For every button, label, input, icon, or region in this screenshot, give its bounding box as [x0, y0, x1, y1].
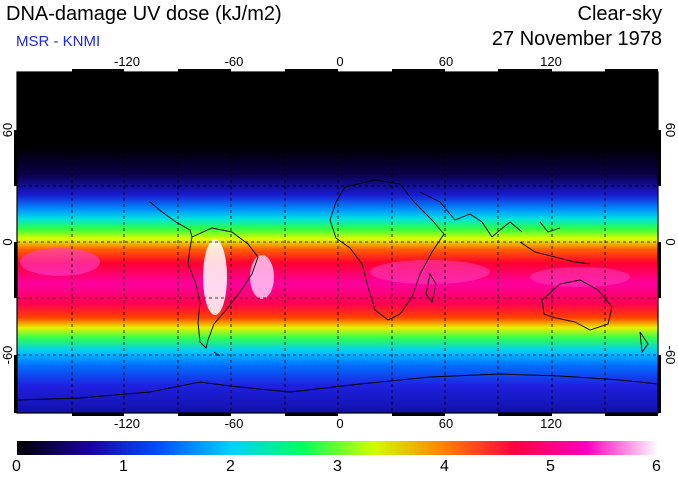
lon-labels-top: -120 -60 0 60 120 [114, 54, 562, 69]
colorbar-label: 3 [333, 458, 342, 475]
uv-dose-map: -120 -60 0 60 120 -120 -60 0 60 120 60 0… [0, 54, 678, 431]
lat-labels-left: 60 0 -60 [0, 123, 15, 365]
coast-new-zealand [639, 331, 649, 354]
lon-label: 120 [540, 54, 562, 69]
coast-south-america [187, 227, 259, 349]
graticule [17, 72, 658, 413]
lat-label: 0 [663, 238, 678, 245]
colorbar-label: 5 [546, 458, 555, 475]
colorbar-label: 2 [226, 458, 235, 475]
coast-africa [329, 179, 445, 321]
date-label: 27 November 1978 [491, 28, 662, 50]
coast-antarctica [16, 373, 659, 401]
coastlines [16, 179, 659, 401]
lon-label: -120 [114, 416, 140, 431]
colorbar-label: 1 [119, 458, 128, 475]
sky-condition-label: Clear-sky [577, 3, 662, 25]
colorbar-label: 6 [652, 458, 661, 475]
lon-label: 60 [439, 416, 453, 431]
lon-label: -60 [225, 54, 244, 69]
lon-labels-bottom: -120 -60 0 60 120 [114, 416, 562, 431]
lon-label: 0 [336, 54, 343, 69]
coast-central-america [149, 201, 193, 238]
lat-label: -60 [0, 346, 15, 365]
lat-label: 0 [0, 238, 15, 245]
colorbar [17, 441, 658, 455]
coast-southeast-asia [519, 221, 591, 265]
uv-field [17, 72, 658, 413]
lat-label: -60 [663, 346, 678, 365]
lat-label: 60 [0, 123, 15, 137]
frame-ticks [14, 69, 661, 416]
map-title: DNA-damage UV dose (kJ/m2) [6, 3, 282, 25]
lon-label: 60 [439, 54, 453, 69]
source-label: MSR - KNMI [16, 33, 101, 50]
lat-labels-right: 60 0 -60 [663, 123, 678, 365]
coast-australia [541, 279, 613, 331]
coast-madagascar [425, 272, 437, 304]
lat-label: 60 [663, 123, 678, 137]
lon-label: -120 [114, 54, 140, 69]
coast-falklands [213, 351, 221, 357]
lon-label: 120 [540, 416, 562, 431]
colorbar-label: 4 [440, 458, 449, 475]
colorbar-label: 0 [12, 458, 21, 475]
coast-south-asia [419, 191, 523, 238]
lon-label: 0 [336, 416, 343, 431]
lon-label: -60 [225, 416, 244, 431]
